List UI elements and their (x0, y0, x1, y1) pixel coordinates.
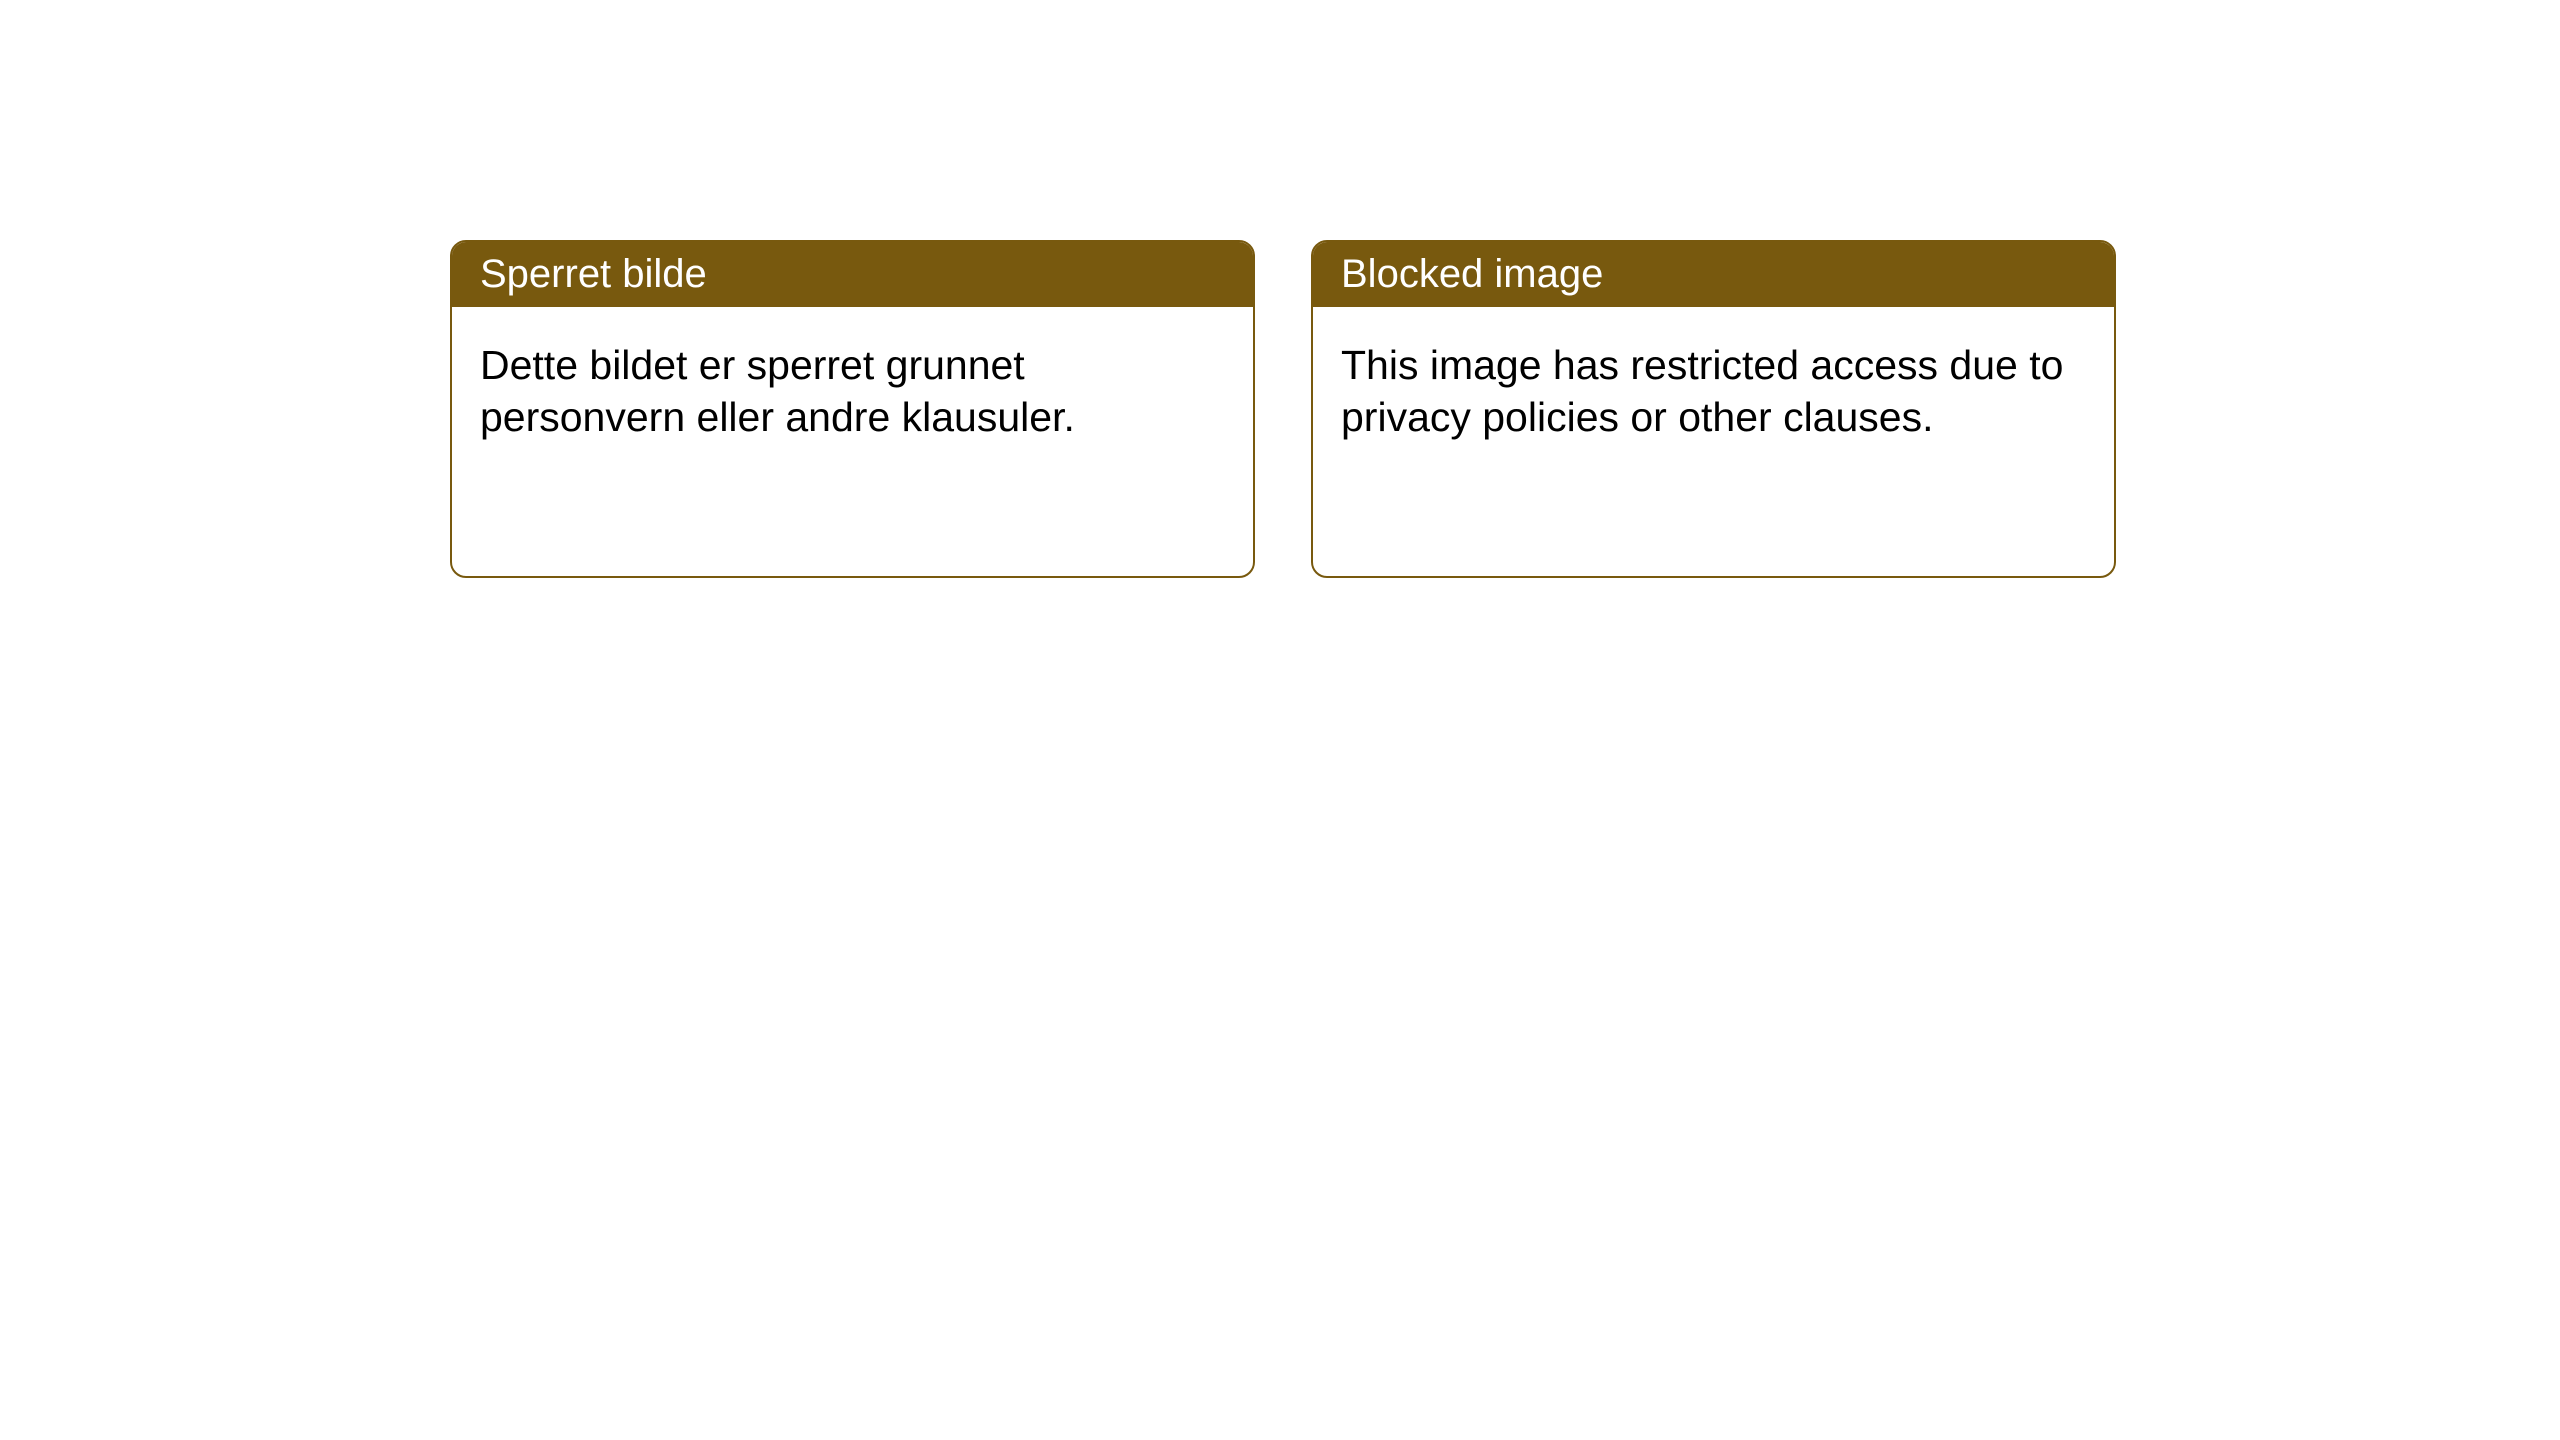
notice-title: Blocked image (1341, 252, 1603, 296)
notice-message: This image has restricted access due to … (1341, 342, 2063, 440)
notice-body: This image has restricted access due to … (1313, 307, 2114, 476)
notice-card-english: Blocked image This image has restricted … (1311, 240, 2116, 578)
notice-message: Dette bildet er sperret grunnet personve… (480, 342, 1075, 440)
notice-header: Sperret bilde (452, 242, 1253, 307)
notice-card-norwegian: Sperret bilde Dette bildet er sperret gr… (450, 240, 1255, 578)
notice-container: Sperret bilde Dette bildet er sperret gr… (450, 240, 2116, 578)
notice-title: Sperret bilde (480, 252, 707, 296)
notice-header: Blocked image (1313, 242, 2114, 307)
notice-body: Dette bildet er sperret grunnet personve… (452, 307, 1253, 476)
